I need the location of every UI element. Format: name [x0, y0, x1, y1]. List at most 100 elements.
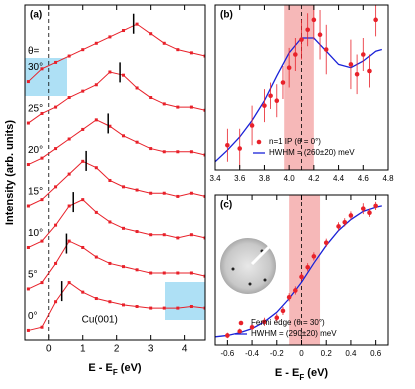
plot-area	[215, 5, 382, 170]
data-point	[54, 261, 58, 265]
x-tick-label: 4.2	[308, 174, 320, 183]
data-point	[162, 191, 166, 195]
data-point	[135, 188, 139, 192]
annotation: Cu(001)	[82, 315, 118, 326]
data-point	[367, 210, 372, 216]
data-point	[108, 124, 112, 128]
data-point	[94, 210, 98, 214]
data-point	[162, 150, 166, 154]
data-point	[299, 274, 304, 280]
data-point	[135, 230, 139, 234]
y-axis-label: Intensity (arb. units)	[4, 120, 16, 225]
highlight-box	[165, 282, 205, 320]
data-point	[317, 32, 323, 37]
data-point	[54, 185, 58, 189]
data-point	[108, 35, 112, 39]
data-point	[280, 308, 286, 314]
highlight-band	[289, 195, 321, 345]
data-point	[162, 233, 166, 237]
data-point	[203, 306, 205, 310]
data-point	[54, 105, 58, 109]
x-tick-label: 4.0	[284, 174, 296, 183]
data-point	[149, 96, 153, 100]
data-point	[299, 37, 304, 42]
data-point	[162, 306, 166, 310]
x-axis-label-part: F	[299, 373, 304, 382]
data-point	[40, 111, 44, 115]
data-point	[40, 239, 44, 243]
data-point	[249, 123, 255, 128]
data-point	[149, 147, 153, 151]
data-point	[81, 89, 85, 93]
x-tick-label: 0.4	[345, 349, 357, 358]
data-point	[176, 236, 180, 240]
data-point	[203, 194, 205, 198]
data-point	[67, 281, 71, 285]
panel-label: (b)	[220, 10, 233, 21]
data-point	[81, 290, 85, 294]
data-point	[121, 303, 125, 307]
data-point	[54, 60, 58, 64]
data-point	[373, 203, 378, 209]
data-point	[94, 41, 98, 45]
data-point	[121, 134, 125, 138]
x-axis-label: E - EF (eV)	[275, 367, 329, 382]
x-tick-label: 3.6	[234, 174, 246, 183]
x-tick-label: 0	[299, 349, 304, 358]
data-point	[135, 268, 139, 272]
data-point	[149, 233, 153, 237]
data-point	[237, 146, 243, 151]
data-point	[135, 86, 139, 90]
data-point	[225, 142, 230, 148]
x-axis-label-part: E - E	[275, 367, 299, 379]
data-point	[54, 223, 58, 227]
x-tick-label: 0.6	[370, 349, 382, 358]
data-point	[176, 194, 180, 198]
legend-label: n=1 IP (θ = 0°)	[269, 137, 321, 146]
axes-frame	[214, 4, 389, 171]
data-point	[40, 156, 44, 160]
data-point	[162, 271, 166, 275]
data-point	[26, 204, 30, 208]
panel-label: (a)	[30, 10, 42, 21]
data-point	[121, 29, 125, 33]
series-label: 15°	[28, 187, 43, 198]
data-point	[26, 287, 30, 291]
data-point	[237, 329, 243, 334]
data-point	[189, 271, 193, 275]
data-point	[26, 245, 30, 249]
data-point	[94, 166, 98, 170]
data-point	[81, 127, 85, 131]
data-point	[108, 261, 112, 265]
theta-label: θ=	[28, 46, 40, 57]
data-point	[67, 239, 71, 243]
data-point	[81, 48, 85, 52]
x-axis-label-part: F	[113, 368, 118, 377]
x-tick-label: 3.4	[209, 174, 221, 183]
data-point	[323, 47, 329, 52]
data-point	[203, 108, 205, 112]
x-tick-label: 2	[114, 344, 120, 355]
data-point	[176, 306, 180, 310]
data-point	[54, 147, 58, 151]
data-point	[81, 245, 85, 249]
data-point	[67, 204, 71, 208]
data-point	[149, 271, 153, 275]
x-axis-label-part: E - E	[88, 362, 112, 374]
data-point	[26, 121, 30, 125]
data-point	[373, 17, 378, 23]
legend-label: HWHM = (290±20) meV	[251, 329, 337, 338]
x-axis-label: E - EF (eV)	[88, 362, 142, 377]
x-axis-label-part: (eV)	[118, 362, 142, 374]
data-point	[293, 52, 298, 57]
data-point	[40, 281, 44, 285]
data-point	[67, 172, 71, 176]
data-point	[203, 274, 205, 278]
data-point	[268, 93, 273, 99]
series-label: 0°	[28, 311, 38, 322]
leed-inset	[220, 238, 276, 294]
x-tick-label: 0.2	[321, 349, 333, 358]
series-label: 30°	[28, 62, 43, 73]
fit-curve	[215, 205, 382, 338]
data-point	[274, 315, 280, 321]
